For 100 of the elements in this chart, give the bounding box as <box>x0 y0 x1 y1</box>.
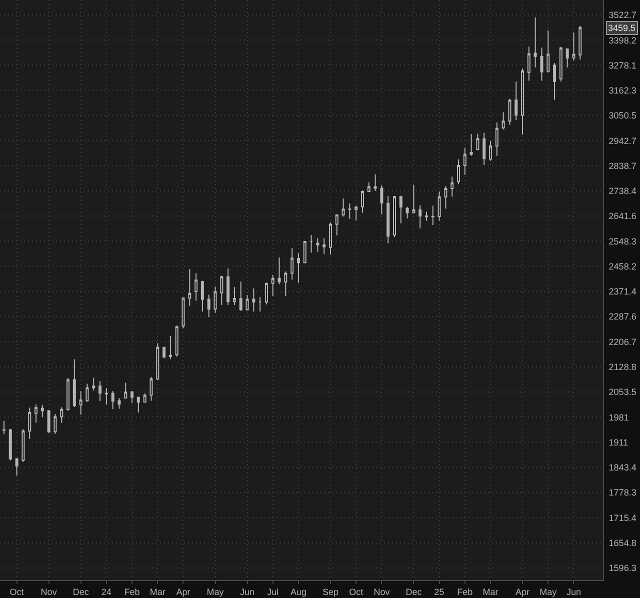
x-tick-label: Nov <box>40 586 58 597</box>
x-tick-label: Feb <box>124 586 140 597</box>
candlestick <box>54 413 57 434</box>
candlestick <box>92 377 96 391</box>
x-tick-label: Jun <box>566 586 581 597</box>
candlestick <box>118 397 121 410</box>
candlestick <box>412 184 416 214</box>
candlestick <box>310 234 313 254</box>
x-tick-label: May <box>206 586 224 597</box>
candlestick <box>521 68 524 136</box>
y-tick-label: 1911 <box>608 437 628 448</box>
x-tick-label: Nov <box>374 586 390 597</box>
candlestick <box>328 222 332 256</box>
candlestick <box>124 382 128 400</box>
y-tick-label: 2287.6 <box>608 312 636 322</box>
x-tick-label: Dec <box>406 586 422 597</box>
candlestick <box>559 46 562 82</box>
candlestick <box>374 174 377 192</box>
candlestick <box>431 205 434 226</box>
candlestick <box>508 98 512 126</box>
candlestick <box>175 325 178 358</box>
x-tick-label: Mar <box>150 586 166 597</box>
candlestick <box>156 342 160 381</box>
candlestick <box>335 214 338 236</box>
candlestick <box>392 195 396 238</box>
candlestick <box>47 410 50 434</box>
candlestick <box>188 268 192 306</box>
y-tick-label: 3162.3 <box>608 86 636 96</box>
candlestick <box>380 185 384 215</box>
candlestick <box>514 81 518 120</box>
candlestick <box>290 248 294 280</box>
candlestick <box>553 62 556 100</box>
candlestick <box>111 390 114 410</box>
y-tick-label: 2206.7 <box>608 336 636 347</box>
x-tick-label: May <box>540 586 558 597</box>
candlestick <box>258 296 262 312</box>
candlestick <box>463 147 466 176</box>
candlestick <box>444 185 448 210</box>
candlestick <box>60 406 64 424</box>
y-tick-label: 2458.2 <box>608 261 636 272</box>
candlestick <box>220 275 224 306</box>
y-tick-label: 1654.8 <box>608 538 636 548</box>
candlestick <box>86 383 89 402</box>
x-tick-label: Feb <box>457 586 473 597</box>
candlestick <box>66 378 70 412</box>
y-tick-label: 2838.7 <box>608 160 636 171</box>
y-tick-label: 1981 <box>608 412 629 422</box>
candlestick <box>226 268 230 306</box>
candlestick <box>136 396 140 414</box>
y-tick-label: 2942.7 <box>608 136 636 146</box>
candlestick <box>252 288 256 312</box>
candlestick <box>386 195 390 244</box>
candlestick <box>489 140 492 162</box>
candlestick <box>271 274 274 296</box>
candlestick <box>476 133 480 151</box>
candlestick <box>303 240 306 264</box>
candlestick <box>22 428 25 462</box>
candlestick <box>399 195 402 224</box>
x-tick-label: Mar <box>482 586 498 597</box>
y-tick-label: 1843.4 <box>608 462 636 473</box>
candlestick <box>72 358 76 408</box>
y-tick-label: 1778.3 <box>608 488 636 498</box>
candlestick <box>246 294 249 311</box>
candlestick <box>527 46 530 82</box>
candlestick <box>207 294 210 318</box>
candlestick <box>214 286 217 314</box>
candlestick <box>8 428 12 461</box>
candlestick <box>450 176 454 198</box>
candlestick <box>296 252 300 284</box>
candlestick <box>566 48 569 68</box>
candlestick <box>354 205 358 221</box>
x-tick-label: Oct <box>10 586 24 597</box>
x-tick-label: 25 <box>434 586 444 597</box>
candlestick <box>194 272 198 302</box>
candlestick <box>168 335 172 360</box>
candlestick <box>482 132 486 166</box>
candlestick <box>98 380 102 402</box>
y-tick-label: 2548.3 <box>608 236 636 246</box>
candlestick <box>438 191 441 222</box>
candlestick <box>143 393 146 403</box>
x-tick-label: Jun <box>240 586 255 597</box>
candlestick <box>232 286 236 306</box>
candlestick <box>40 404 44 418</box>
candlestick <box>239 281 242 312</box>
x-tick-label: Oct <box>349 586 364 597</box>
y-tick-label: 2641.6 <box>608 211 636 222</box>
candlestick <box>534 16 537 68</box>
y-tick-label: 3522.7 <box>608 10 636 20</box>
candlestick <box>278 256 281 285</box>
candlestick <box>367 182 370 193</box>
candlestick <box>495 122 498 156</box>
candlestick <box>348 202 352 220</box>
y-tick-label: 1596.3 <box>608 563 636 574</box>
candlestick <box>182 296 185 329</box>
candlestick <box>418 204 422 229</box>
candlestick <box>2 420 6 435</box>
candlestick <box>572 32 576 62</box>
x-tick-label: Sep <box>322 586 338 597</box>
candlestick <box>502 112 505 130</box>
y-tick-label: 1715.4 <box>608 512 636 523</box>
